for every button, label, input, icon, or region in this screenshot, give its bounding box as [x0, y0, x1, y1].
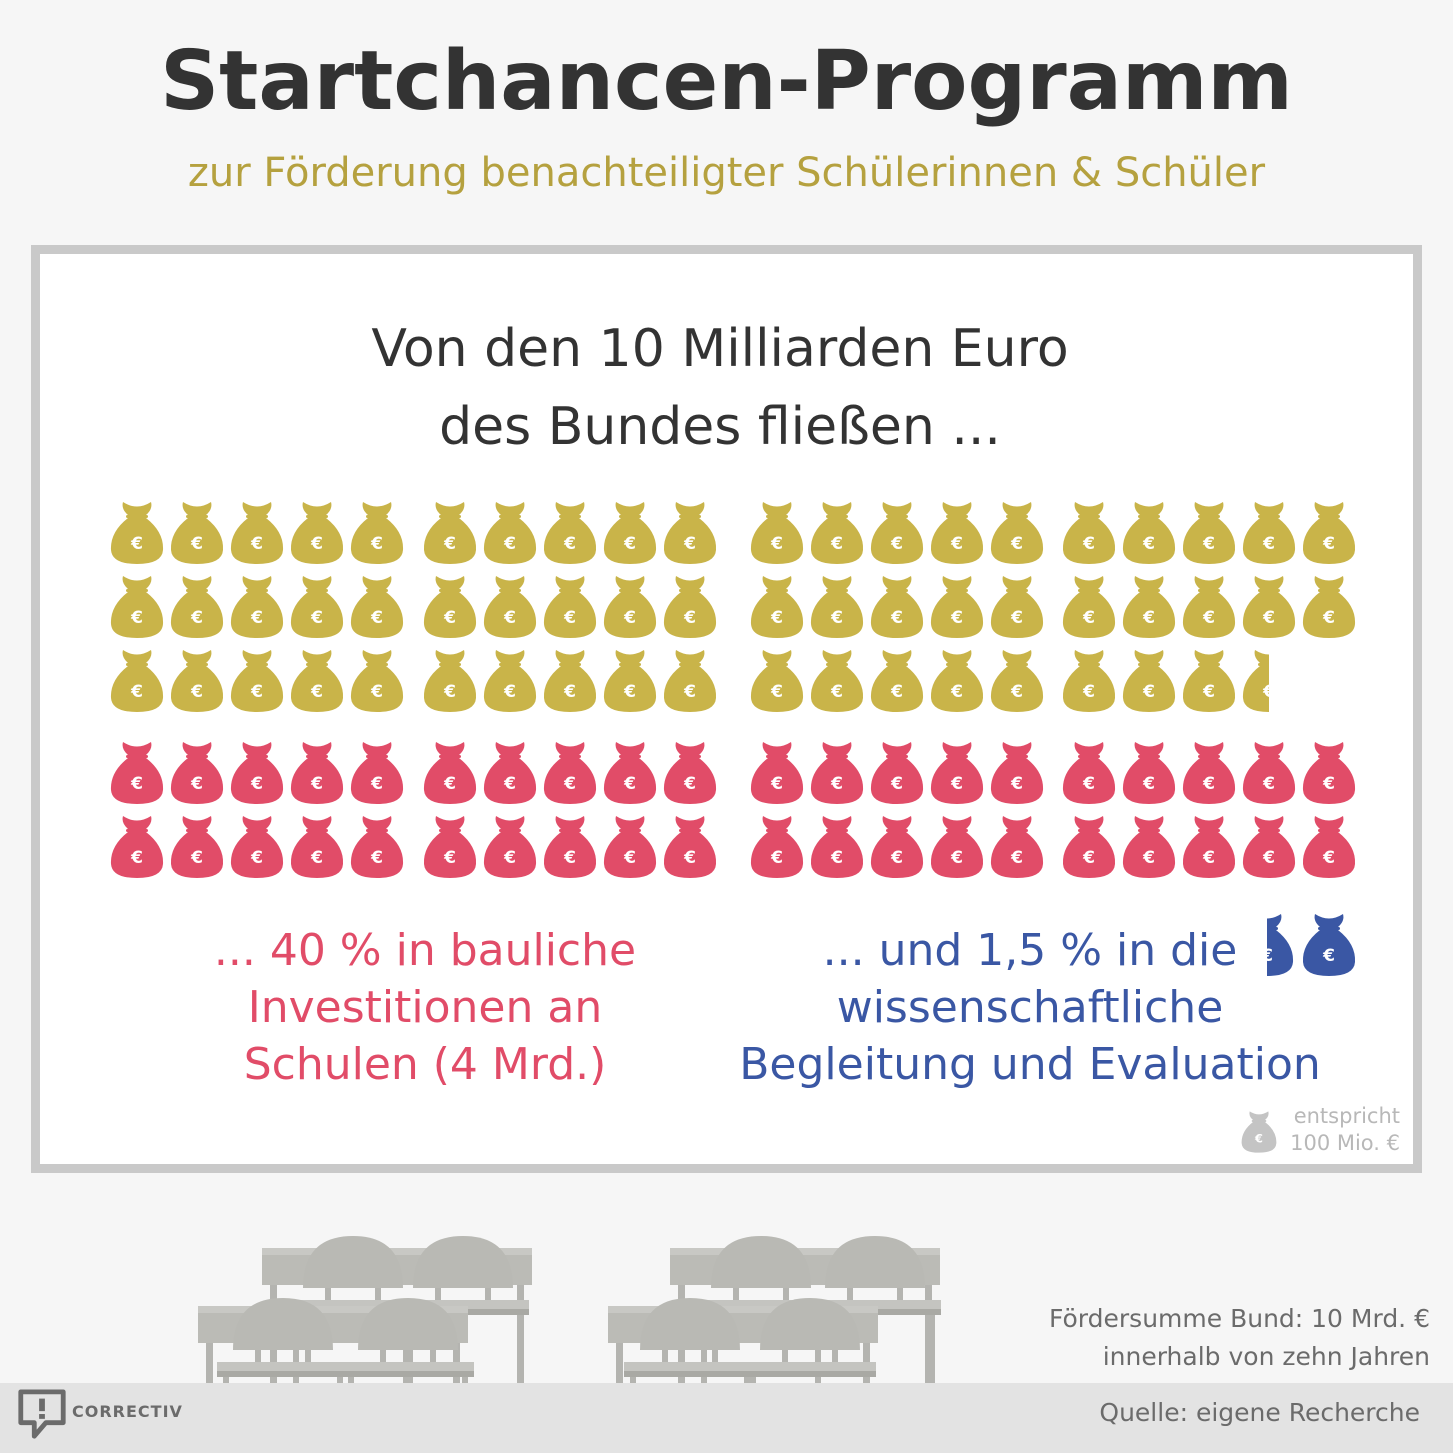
legend-line: entspricht [1293, 1104, 1400, 1128]
footer-band [0, 1383, 1453, 1453]
funding-note: Fördersumme Bund: 10 Mrd. € innerhalb vo… [1000, 1300, 1430, 1376]
legend-line: 100 Mio. € [1290, 1131, 1400, 1155]
label-line: Begleitung und Evaluation [739, 1039, 1321, 1090]
label-line: Investitionen an [247, 982, 603, 1033]
legend-caption: entspricht 100 Mio. € [1270, 1103, 1400, 1157]
page-title: Startchancen-Programm [160, 34, 1293, 129]
correctiv-logo-icon [18, 1389, 66, 1439]
note-line: innerhalb von zehn Jahren [1102, 1342, 1430, 1371]
blue-category-label: ... und 1,5 % in die wissenschaftliche B… [700, 922, 1360, 1093]
headline-line: des Bundes fließen ... [439, 397, 1001, 457]
headline-line: Von den 10 Milliarden Euro [371, 319, 1069, 379]
label-line: wissenschaftliche [836, 982, 1224, 1033]
label-line: ... und 1,5 % in die [822, 925, 1238, 976]
label-line: Schulen (4 Mrd.) [243, 1039, 607, 1090]
page-subtitle: zur Förderung benachteiligter Schülerinn… [187, 150, 1266, 196]
label-line: ... 40 % in bauliche [213, 925, 637, 976]
logo-wordmark: CORRECTIV [72, 1402, 183, 1421]
note-line: Fördersumme Bund: 10 Mrd. € [1049, 1304, 1430, 1333]
panel-headline: Von den 10 Milliarden Euro des Bundes fl… [0, 310, 1440, 466]
source-note: Quelle: eigene Recherche [1099, 1398, 1420, 1427]
red-category-label: ... 40 % in bauliche Investitionen an Sc… [165, 922, 685, 1093]
